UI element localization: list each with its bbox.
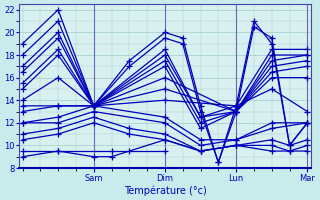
X-axis label: Température (°c): Température (°c) bbox=[124, 185, 206, 196]
